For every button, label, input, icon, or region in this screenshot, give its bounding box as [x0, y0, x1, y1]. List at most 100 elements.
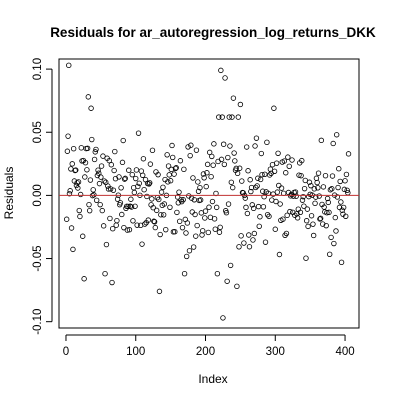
- data-point: [176, 218, 183, 225]
- data-point: [146, 180, 153, 186]
- data-point: [183, 253, 190, 260]
- data-point: [187, 152, 193, 159]
- data-point: [78, 145, 85, 151]
- data-point: [96, 180, 103, 187]
- data-point: [310, 221, 316, 227]
- data-point: [250, 205, 257, 212]
- data-point: [233, 165, 239, 172]
- data-point: [121, 176, 128, 182]
- data-point: [256, 223, 262, 230]
- data-point: [140, 172, 146, 178]
- data-point: [257, 214, 263, 220]
- data-point: [180, 197, 186, 203]
- data-point: [273, 198, 279, 205]
- data-point: [290, 193, 297, 199]
- data-point: [237, 101, 244, 108]
- data-point: [264, 211, 271, 218]
- data-point: [169, 142, 175, 149]
- data-point: [136, 180, 142, 187]
- data-point: [218, 156, 225, 163]
- data-point: [221, 161, 228, 168]
- data-point: [73, 167, 79, 173]
- data-point: [312, 200, 318, 207]
- y-tick-label: 0.00: [32, 184, 44, 206]
- data-point: [105, 186, 112, 192]
- data-point: [226, 114, 232, 120]
- data-point: [135, 130, 142, 136]
- data-point: [167, 178, 174, 184]
- data-point: [275, 150, 281, 156]
- data-point: [333, 228, 339, 234]
- data-point: [247, 177, 253, 183]
- data-point: [341, 186, 348, 193]
- data-point: [100, 153, 106, 159]
- data-point: [334, 194, 341, 200]
- data-point: [106, 157, 112, 164]
- data-point: [308, 213, 315, 219]
- data-point: [264, 139, 270, 146]
- data-point: [333, 132, 340, 138]
- data-point: [301, 203, 307, 209]
- data-point: [195, 188, 202, 194]
- data-point: [82, 160, 89, 166]
- data-point: [105, 183, 111, 189]
- data-point: [251, 230, 258, 237]
- data-point: [117, 200, 124, 206]
- data-point: [200, 228, 206, 234]
- data-point: [186, 248, 193, 254]
- data-point: [133, 167, 140, 173]
- data-point: [97, 201, 103, 208]
- data-point: [228, 179, 235, 185]
- data-point: [74, 180, 80, 186]
- data-point: [273, 160, 280, 166]
- data-point: [276, 182, 282, 189]
- data-point: [236, 165, 243, 171]
- data-point: [241, 240, 247, 246]
- data-point: [250, 237, 256, 243]
- data-point: [243, 144, 250, 150]
- data-point: [70, 246, 76, 253]
- data-point: [335, 184, 341, 191]
- data-point: [197, 197, 204, 203]
- data-point: [113, 222, 119, 228]
- data-point: [70, 145, 77, 152]
- data-point: [175, 200, 182, 206]
- data-point: [84, 145, 91, 152]
- data-point: [239, 178, 245, 184]
- data-point: [278, 185, 285, 191]
- data-point: [318, 137, 325, 144]
- data-point: [140, 156, 147, 162]
- data-point: [92, 149, 98, 155]
- data-point: [320, 184, 327, 190]
- data-point: [209, 153, 215, 160]
- data-point: [69, 161, 75, 167]
- data-point: [174, 194, 181, 200]
- data-point: [252, 143, 258, 149]
- data-point: [246, 232, 252, 238]
- data-point: [213, 204, 220, 211]
- data-point: [317, 215, 324, 222]
- data-point: [329, 186, 335, 192]
- data-point: [297, 209, 304, 215]
- data-point: [95, 167, 101, 173]
- data-point: [107, 186, 114, 192]
- data-point: [314, 179, 320, 186]
- data-point: [254, 183, 260, 189]
- data-point: [248, 184, 255, 191]
- data-point: [109, 279, 115, 286]
- data-point: [158, 212, 164, 218]
- data-point: [184, 220, 191, 226]
- data-point: [343, 213, 349, 219]
- data-point: [232, 158, 238, 164]
- data-point: [322, 173, 329, 179]
- data-point: [296, 172, 302, 178]
- data-point: [294, 215, 301, 221]
- data-point: [112, 148, 118, 155]
- data-point: [299, 197, 306, 203]
- data-point: [336, 204, 343, 211]
- data-point: [65, 133, 71, 139]
- data-point: [147, 161, 154, 167]
- data-point: [133, 175, 139, 182]
- data-point: [199, 232, 205, 238]
- data-point: [173, 165, 179, 171]
